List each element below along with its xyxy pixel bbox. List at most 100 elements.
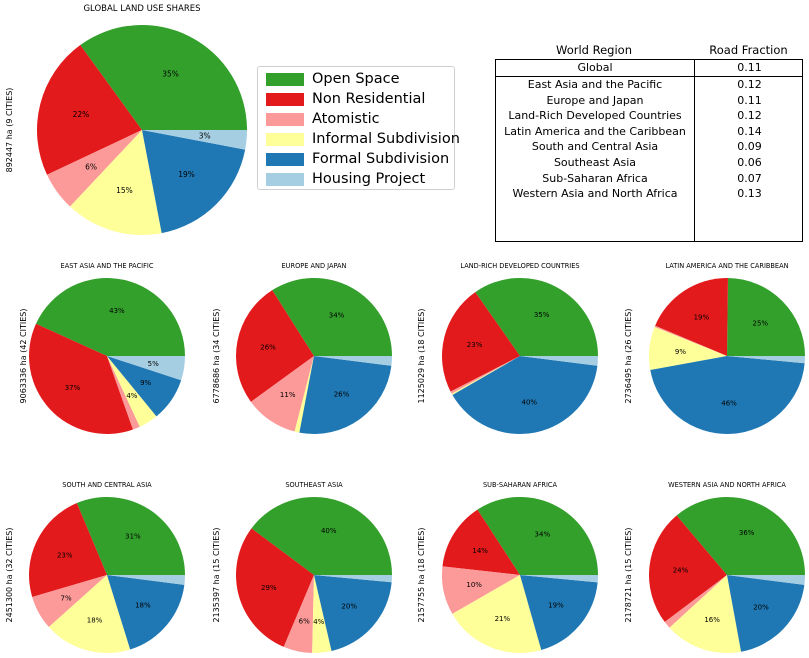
- table-global-divider: [496, 76, 802, 77]
- pie-slice-label: 36%: [739, 529, 755, 537]
- pie-slice-label: 22%: [73, 110, 90, 119]
- pie-slice-open-space: [676, 497, 805, 575]
- pie-ylabel: 9063336 ha (42 CITIES): [19, 309, 28, 404]
- pie-slice-formal-subdivision: [314, 575, 392, 652]
- pie-slice-informal-subdivision: [669, 575, 742, 653]
- pie-slice-label: 34%: [329, 311, 345, 319]
- legend-item-non-residential: Non Residential: [266, 89, 425, 109]
- pie-slice-open-space: [76, 497, 186, 575]
- table-row: Global 0.11: [496, 60, 804, 76]
- pie-slice-non-residential: [28, 503, 108, 597]
- table-cell-fraction: 0.12: [737, 109, 762, 123]
- pie-slice-label: 31%: [125, 533, 141, 541]
- pie-slice-label: 40%: [321, 527, 337, 535]
- table-cell-fraction: 0.07: [737, 171, 762, 185]
- legend-item-open-space: Open Space: [266, 69, 400, 89]
- pie-slice-open-space: [251, 497, 392, 575]
- table-header-region: World Region: [556, 43, 632, 57]
- pie-slice-label: 43%: [109, 307, 125, 315]
- pie-slice-informal-subdivision: [48, 575, 131, 653]
- table-cell-region: Land-Rich Developed Countries: [508, 109, 682, 123]
- table-cell-region: Europe and Japan: [546, 93, 644, 107]
- pie-slice-label: 14%: [472, 547, 488, 555]
- pie-slice-label: 4%: [313, 618, 324, 626]
- pie-slice-informal-subdivision: [107, 356, 157, 427]
- pie-slice-label: 5%: [148, 360, 159, 368]
- legend-item-housing-project: Housing Project: [266, 169, 425, 189]
- pie-slice-formal-subdivision: [650, 356, 805, 434]
- table-row: Latin America and the Caribbean 0.14: [496, 124, 804, 140]
- pie-slice-label: 18%: [87, 617, 103, 625]
- pie-slice-label: 20%: [753, 604, 769, 612]
- table-cell-fraction: 0.12: [737, 78, 762, 91]
- legend-label-non-residential: Non Residential: [312, 91, 426, 107]
- legend-item-atomistic: Atomistic: [266, 109, 380, 129]
- pie-slice-label: 35%: [162, 69, 179, 78]
- pie-slice-open-space: [727, 278, 805, 356]
- pie-slice-informal-subdivision: [649, 327, 727, 371]
- pie-slice-open-space: [80, 25, 247, 130]
- pie-slice-atomistic: [46, 130, 142, 207]
- pie-slice-housing-project: [727, 356, 805, 364]
- pie-slice-non-residential: [235, 290, 314, 402]
- pie-slice-label: 23%: [467, 341, 483, 349]
- pie-slice-label: 10%: [466, 581, 482, 589]
- pie-slice-label: 35%: [534, 311, 550, 319]
- table-row: Europe and Japan 0.11: [496, 93, 804, 109]
- pie-slice-label: 21%: [495, 615, 511, 623]
- pie-slice-housing-project: [107, 356, 185, 381]
- pie-ylabel: 2157755 ha (18 CITIES): [417, 528, 426, 623]
- table-row: Sub-Saharan Africa 0.07: [496, 171, 804, 187]
- pie-chart: 43% 37% 4%9% 5% EAST ASIA AND THE PACIFIC 906…: [19, 262, 186, 434]
- pie-slice-label: 9%: [140, 379, 151, 387]
- legend: Open Space Non Residential Atomistic Inf…: [257, 66, 460, 190]
- table-cell-fraction: 0.11: [737, 93, 762, 107]
- pie-slice-label: 18%: [135, 602, 151, 610]
- pie-slice-label: 40%: [521, 398, 537, 406]
- table-cell-fraction: 0.11: [737, 61, 762, 74]
- legend-swatch-atomistic: [266, 112, 304, 126]
- table-body: Global 0.11 East Asia and the Pacific 0.…: [495, 59, 803, 242]
- pie-ylabel: 2135397 ha (15 CITIES): [212, 528, 221, 623]
- table-row: Land-Rich Developed Countries 0.12: [496, 108, 804, 124]
- pie-ylabel: 1125029 ha (18 CITIES): [417, 309, 426, 404]
- pie-ylabel: 2736495 ha (26 CITIES): [624, 309, 633, 404]
- pie-slice-label: 37%: [65, 384, 81, 392]
- pie-slice-label: 23%: [57, 551, 73, 559]
- pie-chart: 34% 14% 10% 21% 19% SUB-SAHARAN AFRICA 2157755…: [417, 481, 598, 653]
- legend-swatch-formal-subdivision: [266, 152, 304, 166]
- pie-slice-non-residential: [649, 515, 727, 623]
- pie-slice-label: 34%: [535, 530, 551, 538]
- pie-slice-non-residential: [29, 323, 133, 434]
- pie-title: SUB-SAHARAN AFRICA: [483, 481, 557, 489]
- legend-swatch-housing-project: [266, 172, 304, 186]
- legend-label-atomistic: Atomistic: [312, 111, 380, 127]
- pie-slice-non-residential: [442, 509, 520, 575]
- pie-ylabel: 2178721 ha (15 CITIES): [624, 528, 633, 623]
- pie-title: LAND-RICH DEVELOPED COUNTRIES: [460, 262, 579, 270]
- pie-ylabel: 2451300 ha (32 CITIES): [5, 528, 14, 623]
- legend-label-informal-subdivision: Informal Subdivision: [312, 131, 460, 147]
- pie-slice-label: 4%: [126, 392, 137, 400]
- pie-slice-label: 11%: [280, 391, 296, 399]
- pie-slice-non-residential: [235, 528, 314, 647]
- pie-title: GLOBAL LAND USE SHARES: [83, 4, 200, 14]
- table-cell-region: East Asia and the Pacific: [527, 78, 663, 91]
- pie-slice-formal-subdivision: [727, 575, 805, 652]
- pie-slice-formal-subdivision: [107, 356, 182, 417]
- pie-slice-housing-project: [727, 575, 805, 585]
- table-header-fraction: Road Fraction: [709, 43, 788, 57]
- pie-slice-housing-project: [107, 575, 185, 585]
- pie-slice-label: 6%: [85, 163, 97, 172]
- table-cell-region: Southeast Asia: [553, 156, 637, 169]
- pie-slice-formal-subdivision: [520, 575, 598, 651]
- pie-slice-label: 46%: [721, 399, 737, 407]
- pie-slice-label: 16%: [704, 616, 720, 624]
- pie-slice-label: 19%: [178, 170, 195, 179]
- pie-slice-label: 15%: [116, 186, 133, 195]
- pie-slice-label: 7%: [61, 594, 72, 602]
- pie-ylabel: 6778686 ha (34 CITIES): [212, 309, 221, 404]
- pie-chart: 31% 23% 7% 18% 18% SOUTH AND CENTRAL ASIA 2451…: [5, 481, 186, 653]
- table-cell-region: Latin America and the Caribbean: [504, 124, 686, 138]
